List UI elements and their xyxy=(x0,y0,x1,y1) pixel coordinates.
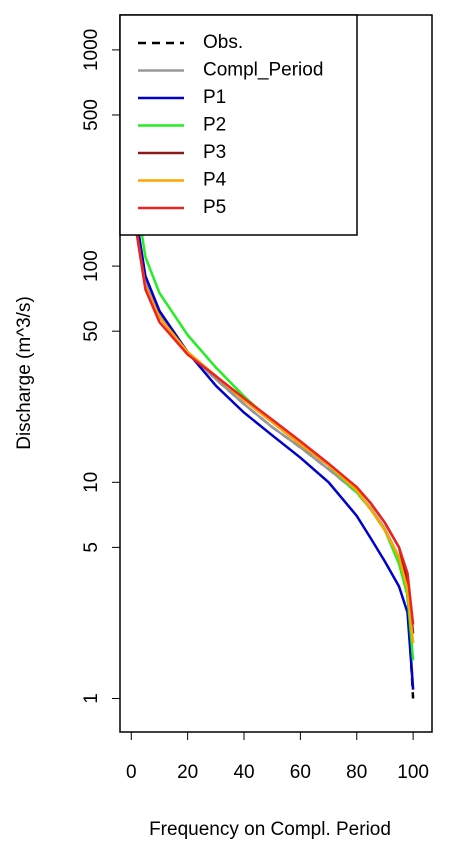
y-tick-label: 50 xyxy=(81,321,102,342)
y-tick-label: 1000 xyxy=(81,29,102,71)
legend-label: Compl_Period xyxy=(203,60,323,81)
legend-label: Obs. xyxy=(203,32,243,53)
legend-label: P2 xyxy=(203,115,226,136)
y-tick-label: 500 xyxy=(81,99,102,131)
x-tick-label: 100 xyxy=(397,762,429,783)
y-tick-label: 5 xyxy=(81,542,102,553)
legend-label: P1 xyxy=(203,87,226,108)
y-tick-label: 10 xyxy=(81,472,102,493)
y-tick-label: 100 xyxy=(81,250,102,282)
y-axis-label: Discharge (m^3/s) xyxy=(14,296,35,450)
x-tick-label: 80 xyxy=(346,762,367,783)
x-axis-label: Frequency on Compl. Period xyxy=(149,819,391,840)
x-tick-label: 40 xyxy=(233,762,254,783)
x-tick-label: 20 xyxy=(177,762,198,783)
legend-label: P5 xyxy=(203,197,226,218)
x-tick-label: 0 xyxy=(126,762,137,783)
legend-label: P3 xyxy=(203,142,226,163)
y-tick-label: 1 xyxy=(81,693,102,704)
series-line xyxy=(130,59,415,625)
legend-label: P4 xyxy=(203,170,227,191)
series-line xyxy=(130,70,415,690)
x-tick-label: 60 xyxy=(290,762,311,783)
